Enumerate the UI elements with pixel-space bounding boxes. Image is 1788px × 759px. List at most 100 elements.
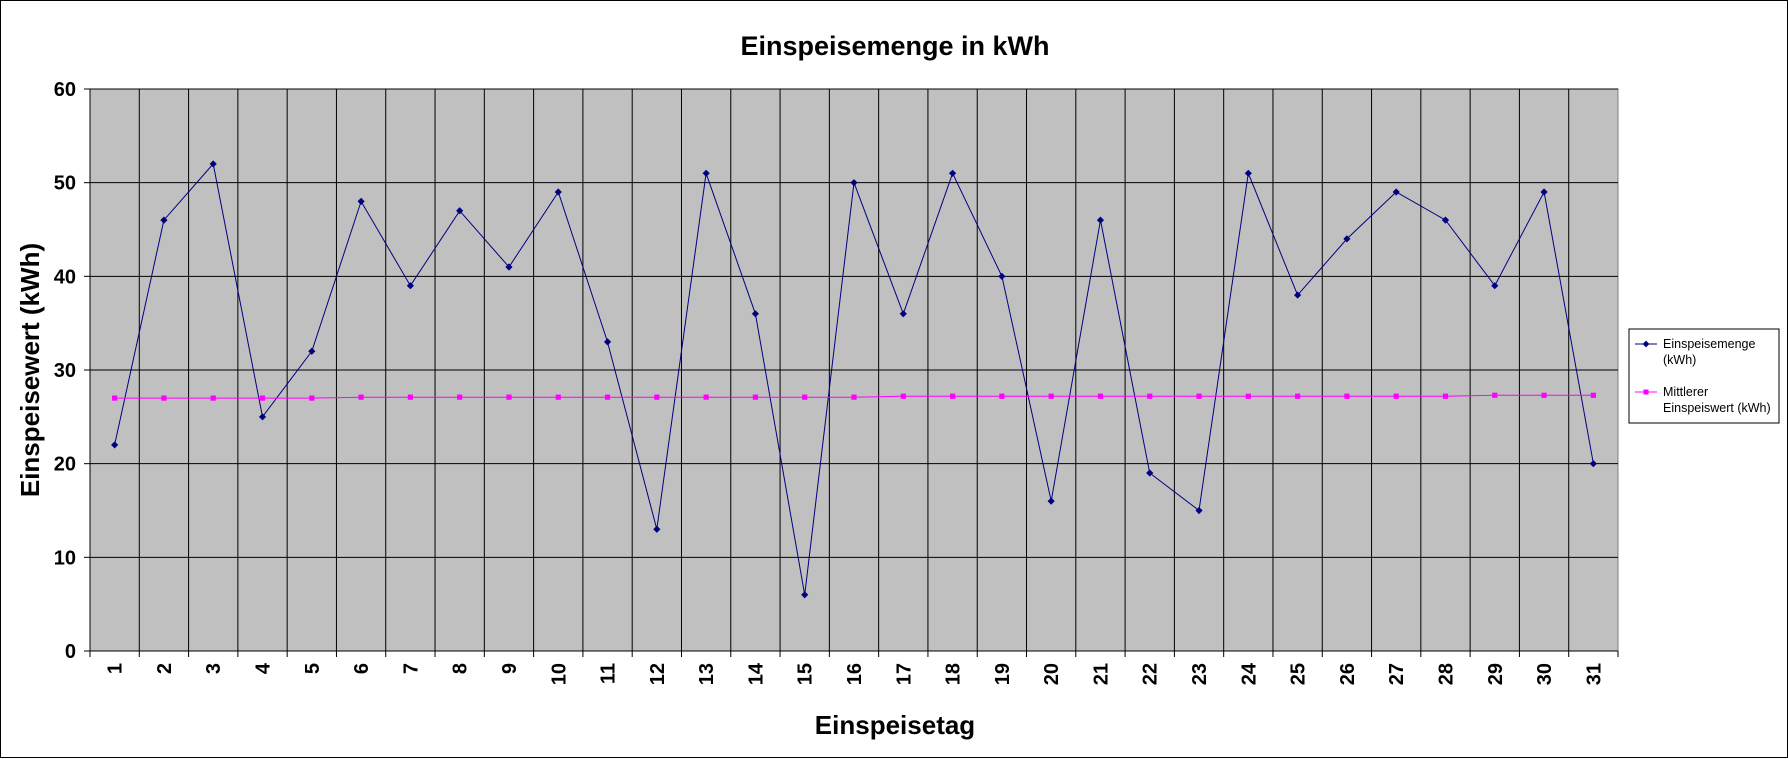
data-point xyxy=(1392,188,1400,196)
legend-box xyxy=(1628,328,1780,424)
data-point xyxy=(948,169,957,177)
data-point xyxy=(406,282,414,290)
data-point xyxy=(258,413,267,421)
x-tick-label: 15 xyxy=(795,663,817,685)
data-point xyxy=(111,441,119,449)
data-point xyxy=(851,394,857,400)
x-tick-label: 25 xyxy=(1288,663,1310,685)
data-point xyxy=(1541,392,1547,398)
legend-label: Mittlerer xyxy=(1663,385,1708,399)
data-point xyxy=(1343,235,1351,243)
series-layer xyxy=(111,160,1597,599)
x-tick-label: 7 xyxy=(400,663,422,674)
data-point xyxy=(554,188,562,196)
x-tick-label: 2 xyxy=(154,663,176,674)
y-tick-labels: 0 10 20 30 40 50 60 xyxy=(54,79,76,663)
data-point xyxy=(1295,393,1301,399)
legend: Einspeisemenge (kWh) Mittlerer Einspeiswert… xyxy=(1628,328,1780,424)
data-point xyxy=(407,394,413,400)
x-tick-label: 29 xyxy=(1485,663,1507,685)
data-point xyxy=(999,393,1005,399)
data-point xyxy=(1442,393,1449,399)
chart-title: Einspeisemenge in kWh xyxy=(740,31,1049,61)
data-point xyxy=(801,591,809,599)
data-point xyxy=(850,179,858,187)
data-point xyxy=(1196,393,1202,399)
legend-label: Einspeisemenge xyxy=(1663,337,1755,351)
data-point xyxy=(703,394,709,400)
data-point xyxy=(209,160,217,168)
data-point xyxy=(1540,188,1548,196)
x-tick-label: 22 xyxy=(1140,663,1162,685)
x-tick-label: 3 xyxy=(203,663,225,674)
vertical-gridlines xyxy=(138,89,1570,651)
data-point xyxy=(653,525,661,533)
x-tick-label: 21 xyxy=(1090,663,1112,685)
data-point xyxy=(1147,393,1153,399)
data-point xyxy=(1393,393,1399,399)
x-tick-label: 4 xyxy=(253,662,275,674)
data-point xyxy=(1589,460,1597,468)
y-tick-label: 20 xyxy=(54,454,76,476)
data-point xyxy=(1344,393,1350,399)
x-tick-label: 24 xyxy=(1238,662,1260,685)
x-tick-label: 5 xyxy=(302,663,324,674)
y-tick-label: 60 xyxy=(54,79,76,101)
data-point xyxy=(1195,506,1203,515)
legend-entry-2: Mittlerer Einspeiswert (kWh) xyxy=(1635,385,1771,415)
legend-marker xyxy=(1642,340,1650,348)
data-point xyxy=(357,197,365,205)
x-tick-label: 10 xyxy=(548,663,570,685)
data-point xyxy=(899,310,907,318)
data-point xyxy=(1096,216,1105,224)
data-point xyxy=(210,395,216,401)
y-tick-label: 40 xyxy=(54,266,76,288)
data-point xyxy=(900,393,906,399)
data-point xyxy=(1245,393,1251,399)
data-point xyxy=(949,393,956,399)
x-tick-label: 19 xyxy=(992,663,1014,685)
y-axis-label: Einspeisewert (kWh) xyxy=(15,243,45,497)
y-tick-label: 30 xyxy=(54,360,76,382)
data-point xyxy=(1492,392,1498,398)
data-point xyxy=(308,347,316,355)
data-point xyxy=(654,394,660,400)
data-point xyxy=(456,207,464,215)
x-tick-label: 13 xyxy=(696,663,718,685)
x-tick-label: 26 xyxy=(1337,663,1359,685)
x-tick-label: 9 xyxy=(499,663,521,674)
legend-label: (kWh) xyxy=(1663,353,1696,367)
x-tick-labels: 1 2 3 4 5 6 7 8 9 10 11 12 13 14 15 16 17 18 19 20 21 22 23 24 2… xyxy=(105,662,1606,685)
x-tick-label: 8 xyxy=(450,663,472,674)
data-point xyxy=(309,395,315,401)
x-tick-label: 17 xyxy=(893,663,915,685)
data-point xyxy=(358,394,364,400)
data-point xyxy=(1048,393,1054,399)
data-point xyxy=(1097,393,1104,399)
x-axis-label: Einspeisetag xyxy=(815,710,975,740)
y-tick-label: 50 xyxy=(54,173,76,195)
data-point xyxy=(1146,469,1154,477)
data-point xyxy=(802,394,808,400)
x-tick-label: 30 xyxy=(1534,663,1556,685)
x-tick-label: 6 xyxy=(351,663,373,674)
data-point xyxy=(505,263,513,271)
data-point xyxy=(751,310,760,318)
x-tick-label: 27 xyxy=(1386,663,1408,685)
data-point xyxy=(998,272,1006,280)
data-point xyxy=(603,338,612,346)
data-point xyxy=(702,169,710,177)
legend-entry-1: Einspeisemenge (kWh) xyxy=(1635,337,1755,367)
data-point xyxy=(506,394,512,400)
x-tick-label: 28 xyxy=(1435,663,1457,685)
data-point xyxy=(160,216,168,224)
x-tick-label: 14 xyxy=(745,662,767,685)
axes xyxy=(84,88,1619,657)
x-tick-label: 12 xyxy=(647,663,669,685)
x-tick-label: 11 xyxy=(598,663,620,684)
x-tick-label: 18 xyxy=(943,663,965,685)
data-point xyxy=(1441,216,1450,224)
data-point xyxy=(259,395,266,401)
x-tick-label: 23 xyxy=(1189,663,1211,685)
